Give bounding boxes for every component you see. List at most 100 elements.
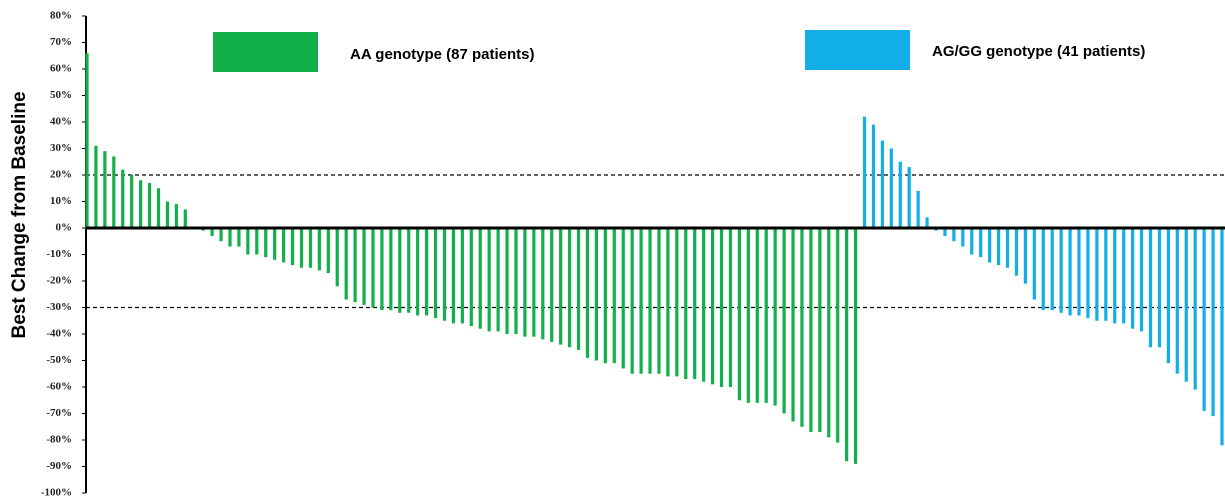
bar [755,228,759,403]
y-tick-label: 50% [50,89,72,101]
bar [255,228,259,255]
bar [237,228,241,247]
bar [460,228,464,324]
bar [916,190,920,228]
bar [576,228,581,350]
y-tick-label: -80% [46,434,72,446]
bar [1139,228,1144,332]
y-tick-label: -40% [46,328,72,340]
bar [1166,228,1170,364]
bar [639,228,643,374]
bar [335,228,339,287]
bar [380,228,384,311]
bar [1041,228,1045,311]
legend-label: AG/GG genotype (41 patients) [932,43,1145,60]
bar [1095,228,1099,321]
bar [290,228,295,266]
bar [273,228,277,260]
bar [1148,228,1153,348]
y-tick-label: 0% [56,222,73,234]
bar [282,228,286,263]
bar [1014,228,1019,276]
bar [362,228,366,305]
bar [845,228,849,462]
bar [353,228,357,303]
bar [961,228,965,247]
bar [228,228,232,247]
bar [970,228,974,255]
bar [979,228,983,258]
bar [809,228,813,433]
bar [996,228,1001,266]
bar [371,228,375,308]
bar [541,228,545,340]
bar [782,228,786,414]
bar [594,228,599,361]
bar [764,228,768,403]
bar [907,167,911,228]
bar [326,228,330,274]
bar [1220,228,1224,446]
bar [1068,228,1072,316]
bar [746,228,750,403]
y-tick-label: -10% [46,248,72,260]
bar [657,228,661,374]
bar [1023,228,1027,284]
bar [85,53,89,228]
bar [1122,228,1126,324]
bar [1077,228,1081,316]
bar [1157,228,1162,348]
bar [317,228,321,271]
bar [433,228,438,319]
bar [183,209,187,228]
bar [407,228,411,313]
bar [308,228,313,268]
bar [1005,228,1010,268]
bar [675,228,679,377]
y-tick-label: 70% [50,36,72,48]
bar [416,228,420,316]
y-tick-label: 30% [50,142,72,154]
bar [1184,228,1188,382]
bar [103,151,107,228]
bar [648,228,652,374]
bar [147,182,152,228]
y-axis-label: Best Change from Baseline [9,91,30,338]
bar [710,228,715,385]
y-tick-label: -20% [46,275,72,287]
bar [559,228,563,345]
bar [737,228,742,401]
bar [800,228,804,427]
bar [344,228,348,300]
bar [853,228,858,464]
bar [862,116,867,228]
bar [603,228,607,364]
bar [630,228,634,374]
bar [121,169,125,228]
bar [219,228,223,242]
bar [988,228,992,263]
y-tick-label: -70% [46,407,72,419]
bar [773,228,777,406]
bar [425,228,429,316]
bar [818,228,822,433]
bar [567,228,572,348]
bar [469,228,473,327]
bar [1193,228,1197,390]
bar [1131,228,1135,329]
bar [1104,228,1108,321]
bar [889,148,893,228]
y-tick-label: -90% [46,460,72,472]
bar [264,228,268,258]
bar [791,228,795,422]
bar [532,228,536,337]
bar [925,217,929,228]
bar [112,156,116,228]
legend-swatch [213,32,318,72]
y-tick-label: 10% [50,195,72,207]
bar [389,228,393,311]
bar [871,124,876,228]
bar [1211,228,1215,417]
y-tick-label: -50% [46,354,72,366]
